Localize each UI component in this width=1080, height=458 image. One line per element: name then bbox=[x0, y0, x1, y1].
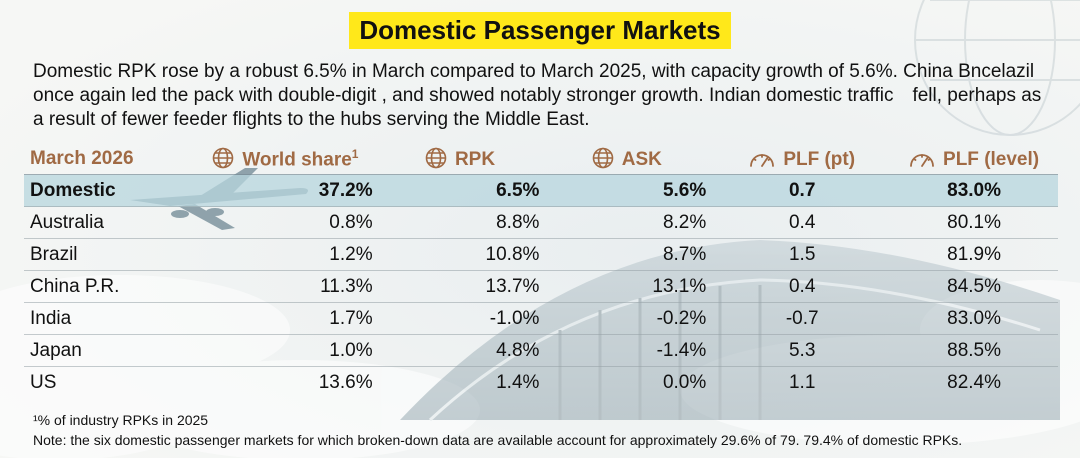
table-row: India 1.7% -1.0% -0.2% -0.7 83.0% bbox=[24, 302, 1058, 335]
cell-market: Japan bbox=[24, 334, 199, 367]
table-header-row: March 2026 World share1 RPK ASK bbox=[24, 144, 1058, 175]
cell-plf-pt: 1.5 bbox=[714, 238, 891, 271]
cell-rpk: 6.5% bbox=[380, 174, 548, 207]
gauge-icon bbox=[749, 147, 775, 169]
header-rpk-label: RPK bbox=[454, 149, 496, 170]
table-row: US 13.6% 1.4% 0.0% 1.1 82.4% bbox=[24, 366, 1058, 398]
cell-ask: 0.0% bbox=[547, 366, 715, 398]
header-world-share: World share1 bbox=[198, 144, 380, 175]
cell-plf-level: 88.5% bbox=[890, 334, 1058, 367]
cell-plf-level: 80.1% bbox=[890, 206, 1058, 239]
header-world-share-label: World share bbox=[242, 149, 352, 171]
cell-ask: 5.6% bbox=[547, 174, 715, 207]
cell-world-share: 13.6% bbox=[198, 366, 381, 398]
table-row: China P.R. 11.3% 13.7% 13.1% 0.4 84.5% bbox=[24, 270, 1058, 303]
cell-plf-pt: 0.7 bbox=[714, 174, 891, 207]
header-plf-pt: PLF (pt) bbox=[714, 144, 890, 175]
globe-icon bbox=[592, 147, 614, 169]
cell-ask: -0.2% bbox=[547, 302, 715, 335]
gauge-icon bbox=[909, 147, 935, 169]
cell-market: Brazil bbox=[24, 238, 199, 271]
header-rpk: RPK bbox=[381, 144, 548, 175]
cell-plf-pt: 0.4 bbox=[714, 206, 891, 239]
cell-plf-level: 84.5% bbox=[890, 270, 1058, 303]
cell-market: China P.R. bbox=[24, 270, 199, 303]
cell-rpk: 1.4% bbox=[380, 366, 548, 398]
cell-plf-level: 81.9% bbox=[890, 238, 1058, 271]
cell-plf-pt: 0.4 bbox=[714, 270, 891, 303]
cell-ask: 8.7% bbox=[547, 238, 715, 271]
table-row-domestic: Domestic 37.2% 6.5% 5.6% 0.7 83.0% bbox=[24, 174, 1058, 207]
cell-market: Australia bbox=[24, 206, 199, 239]
cell-rpk: 13.7% bbox=[380, 270, 548, 303]
globe-icon bbox=[212, 147, 234, 169]
header-plf-level-label: PLF (level) bbox=[943, 149, 1040, 170]
cell-world-share: 1.2% bbox=[198, 238, 381, 271]
globe-icon bbox=[425, 147, 447, 169]
header-ask-label: ASK bbox=[621, 149, 662, 170]
footnote-marker: 1 bbox=[351, 146, 359, 161]
table-row: Brazil 1.2% 10.8% 8.7% 1.5 81.9% bbox=[24, 238, 1058, 271]
cell-rpk: 4.8% bbox=[380, 334, 548, 367]
table-row: Japan 1.0% 4.8% -1.4% 5.3 88.5% bbox=[24, 334, 1058, 367]
header-plf-pt-label: PLF (pt) bbox=[783, 149, 856, 170]
cell-market: India bbox=[24, 302, 199, 335]
cell-world-share: 0.8% bbox=[198, 206, 381, 239]
cell-plf-level: 82.4% bbox=[890, 366, 1058, 398]
footnote-note: Note: the six domestic passenger markets… bbox=[33, 432, 963, 448]
footnote-world-share: ¹% of industry RPKs in 2025 bbox=[33, 412, 209, 428]
page-title: Domestic Passenger Markets bbox=[349, 12, 731, 49]
intro-paragraph: Domestic RPK rose by a robust 6.5% in Ma… bbox=[33, 61, 1042, 130]
cell-plf-pt: 5.3 bbox=[714, 334, 891, 367]
cell-rpk: -1.0% bbox=[380, 302, 548, 335]
cell-plf-level: 83.0% bbox=[890, 174, 1058, 207]
cell-world-share: 1.0% bbox=[198, 334, 381, 367]
title-wrap: Domestic Passenger Markets bbox=[0, 12, 1080, 49]
cell-rpk: 10.8% bbox=[380, 238, 548, 271]
cell-ask: 8.2% bbox=[547, 206, 715, 239]
cell-world-share: 37.2% bbox=[198, 174, 381, 207]
cell-plf-pt: -0.7 bbox=[714, 302, 891, 335]
cell-market: US bbox=[24, 366, 199, 398]
cell-world-share: 11.3% bbox=[198, 270, 381, 303]
cell-market: Domestic bbox=[24, 174, 199, 207]
cell-ask: -1.4% bbox=[547, 334, 715, 367]
cell-world-share: 1.7% bbox=[198, 302, 381, 335]
cell-rpk: 8.8% bbox=[380, 206, 548, 239]
header-plf-level: PLF (level) bbox=[890, 144, 1058, 175]
header-market: March 2026 bbox=[30, 148, 134, 169]
cell-plf-level: 83.0% bbox=[890, 302, 1058, 335]
globe-decoration bbox=[914, 0, 1080, 136]
markets-table: March 2026 World share1 RPK ASK bbox=[24, 144, 1058, 398]
cell-ask: 13.1% bbox=[547, 270, 715, 303]
cell-plf-pt: 1.1 bbox=[714, 366, 891, 398]
table-row: Australia 0.8% 8.8% 8.2% 0.4 80.1% bbox=[24, 206, 1058, 239]
header-ask: ASK bbox=[547, 144, 714, 175]
